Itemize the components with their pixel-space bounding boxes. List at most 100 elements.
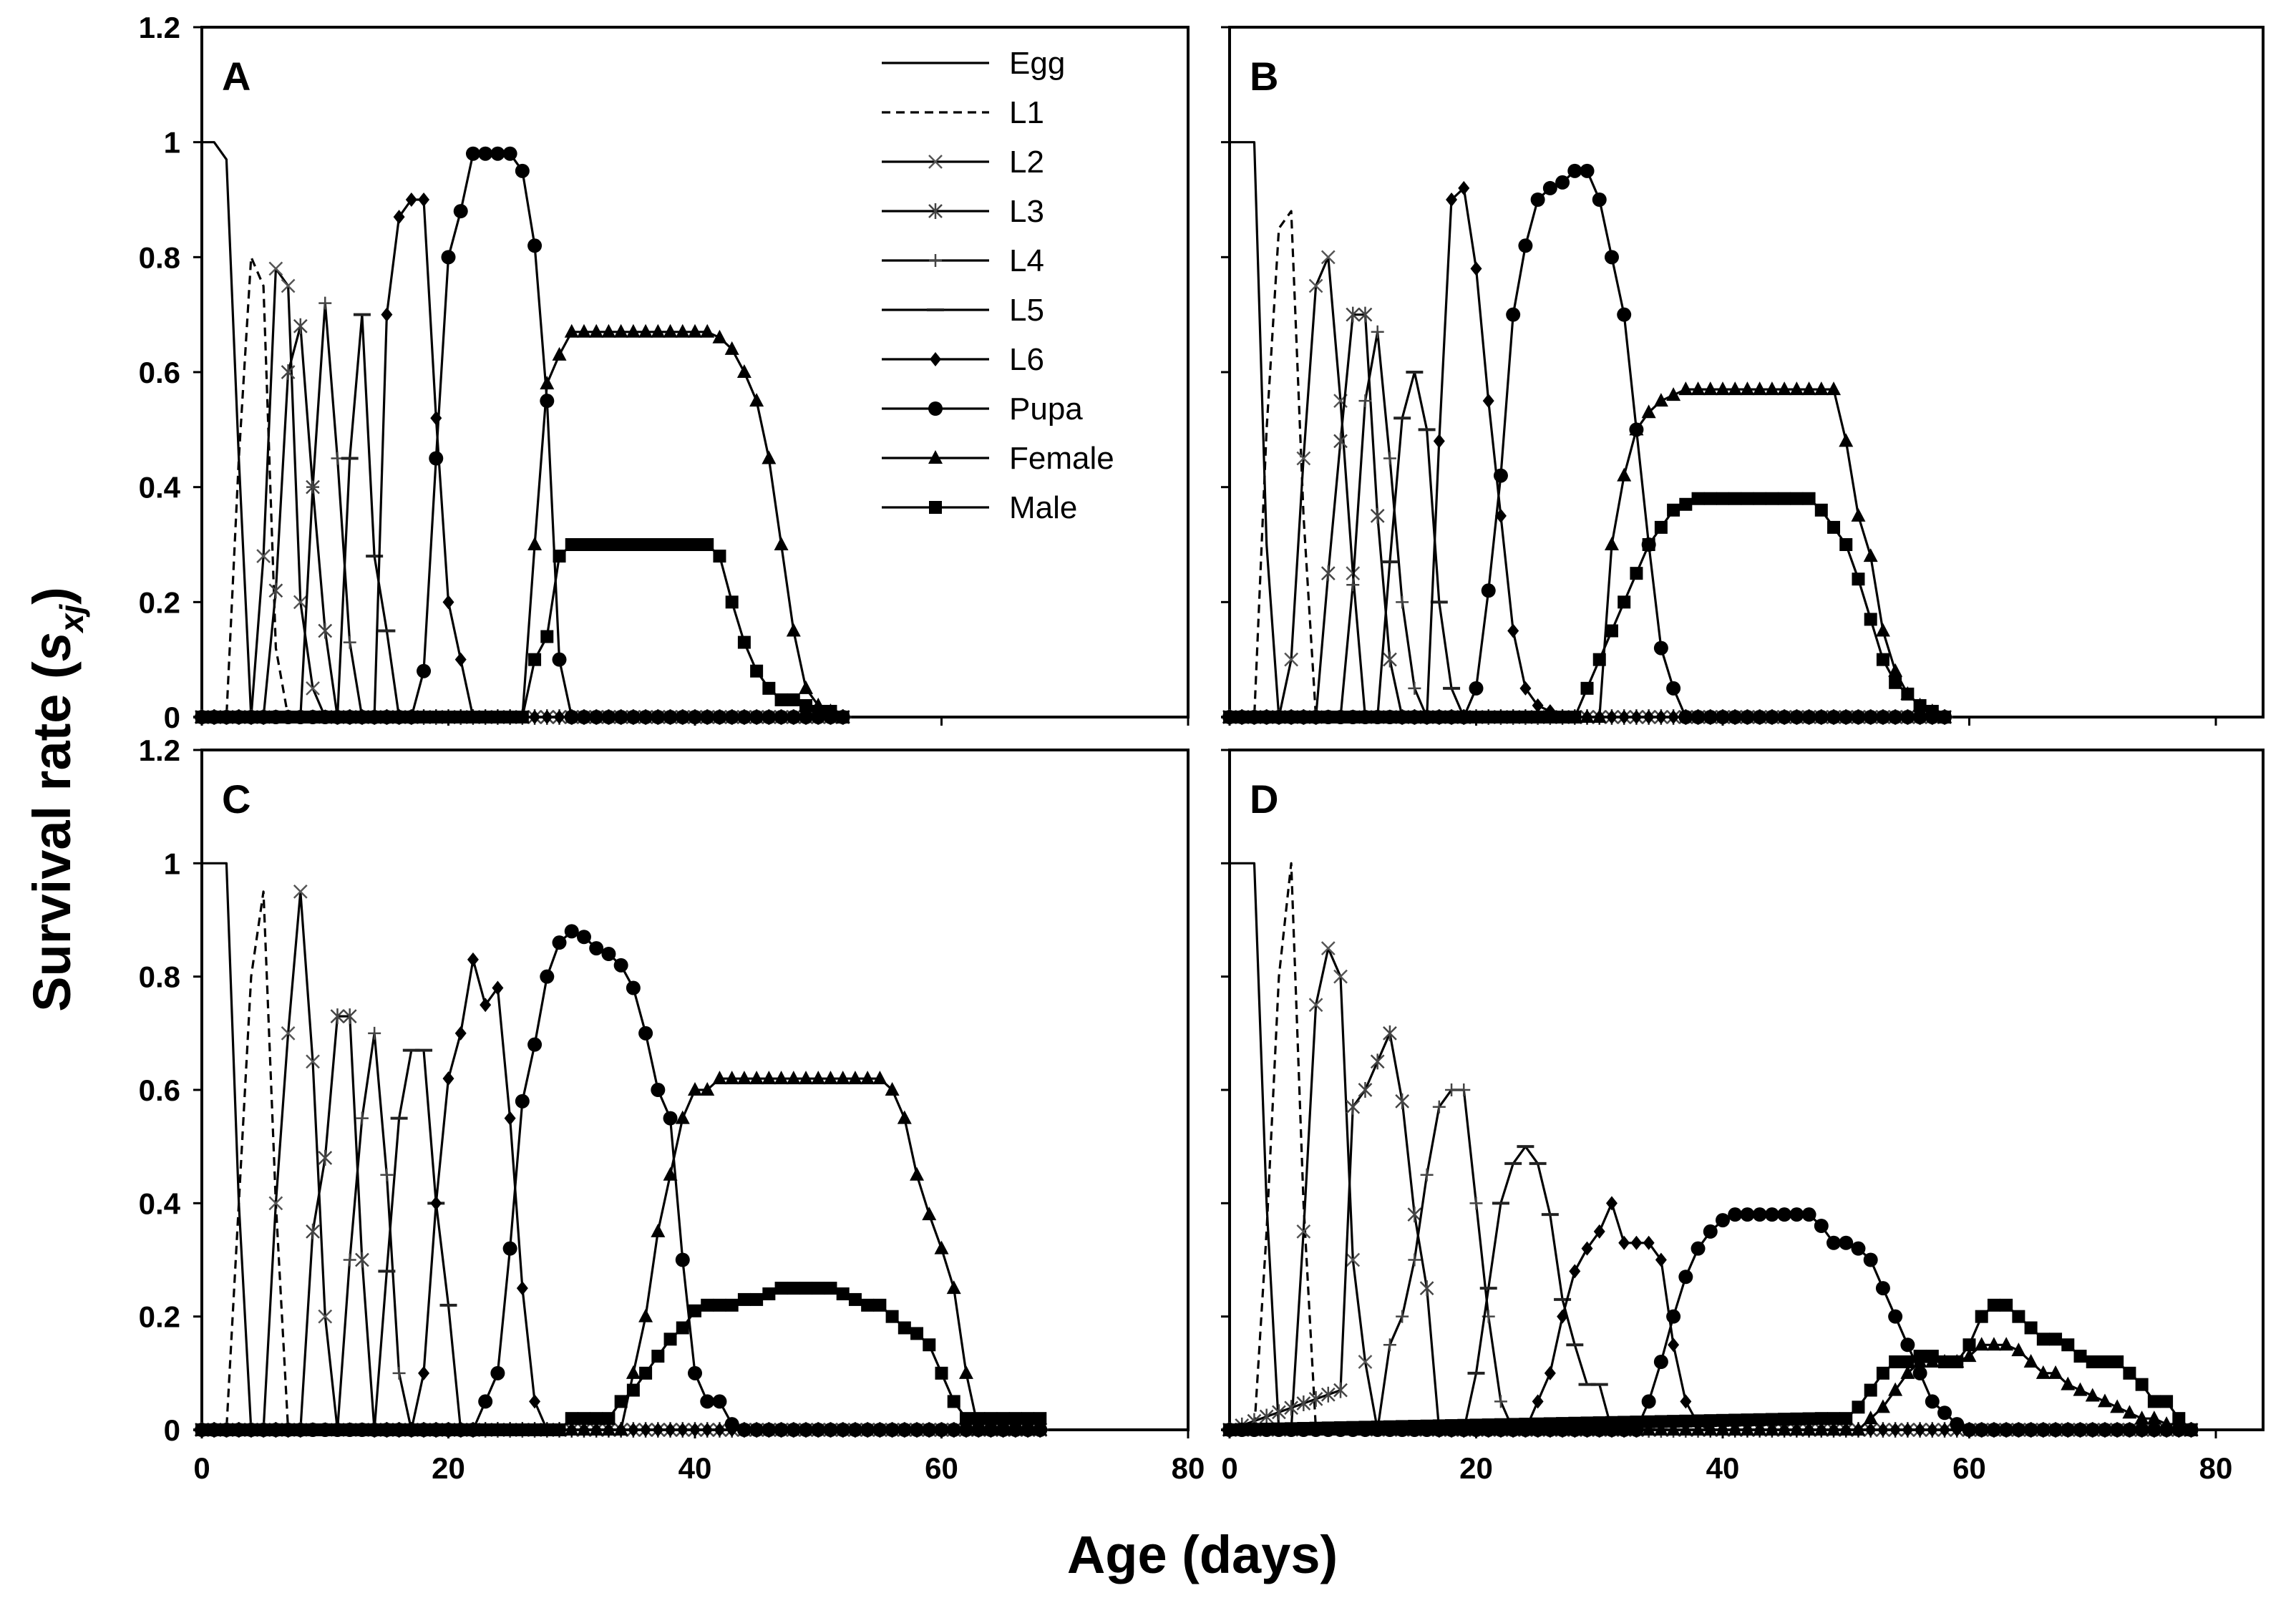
panel-c-pupa-circle-marker [712, 1394, 727, 1409]
panel-d-male-square-marker [1765, 1413, 1779, 1426]
panel-c-x-tick-label: 0 [193, 1451, 210, 1485]
panel-c-female-triangle-marker [651, 1223, 666, 1237]
panel-b-l4-plus-marker [1346, 578, 1360, 592]
panel-a-label: A [222, 54, 250, 99]
panel-a-l3-star-marker [318, 623, 333, 639]
panel-d-male-square-marker [1371, 1421, 1384, 1434]
panel-d-l3-star-marker [1259, 1408, 1274, 1425]
panel-b-female-triangle-marker [1839, 433, 1854, 447]
panel-a-pupa-circle-marker [515, 163, 530, 178]
panel-d-pupa-circle-marker [1986, 1423, 2001, 1437]
panel-b-l4-line [1230, 331, 1945, 718]
panel-d-male-square-marker [1618, 1416, 1631, 1429]
panel-b-male-square-marker [1297, 711, 1310, 724]
legend-l2-x-marker [928, 155, 943, 169]
panel-d-female-triangle-marker [1777, 1422, 1792, 1436]
panel-c-l3-star-marker [355, 1252, 369, 1268]
panel-d-l6-diamond-marker [1618, 1235, 1630, 1250]
panel-d-series-pupa [1222, 1207, 2199, 1437]
panel-b-male-square-marker [1630, 567, 1643, 580]
panel-d-male-square-marker [1839, 1412, 1853, 1426]
panel-d-male-square-marker [1334, 1421, 1348, 1435]
panel-c-pupa-circle-marker [762, 1423, 777, 1437]
panel-b-pupa-circle-marker [1666, 681, 1681, 696]
panel-c-l6-diamond-marker [676, 1423, 689, 1437]
panel-d-pupa-circle-marker [2134, 1423, 2149, 1437]
panel-b-female-triangle-marker [1875, 623, 1890, 637]
panel-c-l6-diamond-marker [454, 1025, 467, 1041]
panel-b-l4-plus-marker [1371, 325, 1384, 338]
panel-d-male-square-marker [1938, 1355, 1952, 1368]
panel-b-male-square-marker [1728, 492, 1742, 505]
panel-d-l6-diamond-marker [1593, 1224, 1605, 1239]
panel-a-egg-line [202, 141, 843, 718]
panel-d-male-square-marker [1814, 1412, 1828, 1426]
panel-d-male-square-marker [1396, 1420, 1409, 1433]
panel-a-male-square-marker [713, 550, 726, 563]
panel-b-female-triangle-marker [1851, 507, 1866, 522]
panel-frames: A B C D [200, 26, 2265, 1431]
panel-c-x-tick-label: 60 [925, 1451, 958, 1485]
panel-d-pupa-circle-marker [1826, 1235, 1842, 1250]
panel-c-male-square-marker [368, 1423, 381, 1436]
panel-c-female-triangle-marker [835, 1071, 850, 1085]
panel-b-male-square-marker [1396, 711, 1409, 724]
panel-d-pupa-circle-marker [1666, 1309, 1681, 1324]
panel-b-female-triangle-marker [1826, 381, 1842, 396]
panel-a-l4-plus-marker [318, 296, 332, 310]
legend-female-triangle-marker [928, 450, 943, 464]
panel-c-male-square-marker [923, 1338, 936, 1352]
panel-b-male-square-marker [1543, 711, 1557, 724]
panel-c-pupa-circle-marker [651, 1083, 666, 1097]
panel-d-male-square-marker [1913, 1350, 1927, 1363]
panel-c-series-l6 [196, 952, 1046, 1437]
panel-a-male-square-marker [689, 538, 701, 551]
panel-c-female-triangle-marker [860, 1071, 875, 1085]
panel-c-male-square-marker [701, 1298, 714, 1312]
panel-b-l6-diamond-marker [1446, 193, 1458, 207]
panel-b-female-triangle-marker [1666, 387, 1681, 401]
panel-a-pupa-circle-marker [478, 146, 493, 161]
legend-label-l2: L2 [1009, 145, 1044, 180]
panel-c-male-square-marker [639, 1366, 653, 1380]
panel-b-male-square-marker [1827, 520, 1841, 534]
panel-c-female-triangle-marker [675, 1110, 690, 1124]
panel-d-l3-star-marker [1419, 1280, 1434, 1297]
panel-c-male-square-marker [1008, 1412, 1022, 1426]
panel-a-male-square-marker [553, 550, 566, 563]
panel-c-male-square-marker [1033, 1412, 1047, 1426]
panel-a-pupa-circle-marker [465, 146, 480, 161]
panel-a-l6-diamond-marker [529, 710, 541, 724]
panel-c-pupa-circle-marker [564, 924, 579, 939]
panel-d-female-triangle-marker [1863, 1411, 1878, 1425]
panel-a-male-square-marker [676, 538, 689, 551]
panel-d-male-square-marker [1741, 1413, 1754, 1427]
panel-a-y-tick-label: 0.8 [139, 240, 180, 274]
legend: Egg L1 L2 L3 L4 L5 L6 Pupa Female Male [882, 46, 1114, 525]
panel-d-female-triangle-marker [1666, 1422, 1681, 1436]
panel-c-male-square-marker [392, 1423, 406, 1436]
panel-d-pupa-circle-marker [1678, 1270, 1693, 1285]
panel-c-l6-diamond-marker [442, 1071, 454, 1086]
panel-d-l2-x-marker [1358, 1355, 1373, 1369]
panel-a-male-square-marker [824, 704, 837, 718]
panel-d-male-square-marker [1642, 1415, 1655, 1428]
panel-c-male-square-marker [293, 1423, 307, 1436]
panel-d-female-triangle-marker [1728, 1422, 1743, 1436]
panel-a-pupa-circle-marker [576, 710, 591, 724]
panel-d-male-square-marker [1247, 1423, 1261, 1436]
panel-d-male-square-marker [1494, 1418, 1507, 1431]
panel-a-female-triangle-marker [663, 323, 678, 338]
panel-c-male-square-marker [528, 1423, 542, 1436]
panel-a-female-triangle-marker [651, 323, 666, 338]
panel-a-male-square-marker [208, 711, 221, 724]
panel-c-l4-line [202, 1032, 1041, 1431]
panel-c-female-triangle-marker [1021, 1422, 1036, 1436]
panel-a-series-egg [202, 141, 843, 718]
panel-d-pupa-circle-marker [1801, 1207, 1816, 1222]
panel-a-pupa-circle-marker [429, 451, 444, 466]
panel-a-l2-x-marker [268, 261, 283, 276]
panel-d-male-square-marker [1383, 1420, 1396, 1433]
panel-c-l4-plus-marker [380, 1168, 394, 1182]
panel-a-male-square-marker [232, 711, 245, 724]
